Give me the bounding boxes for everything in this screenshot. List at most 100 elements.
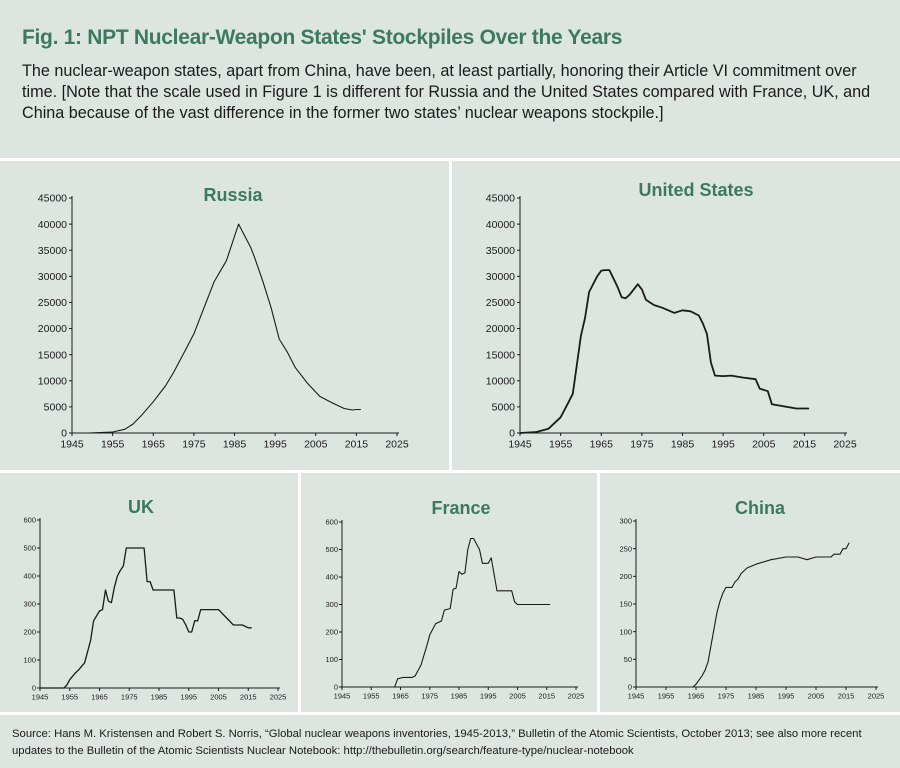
x-tick-label: 1965 (392, 692, 409, 701)
x-tick-label: 1965 (91, 693, 108, 702)
series-line (519, 269, 810, 434)
divider-middle (0, 470, 900, 473)
chart-france: France 0 100 200 300 400 500 600 1945 1955 1965 197… (301, 473, 597, 712)
x-tick-label: 2025 (868, 692, 885, 701)
series-line (39, 547, 252, 689)
x-tick-label: 1955 (658, 692, 675, 701)
y-tick-label: 500 (325, 545, 338, 554)
chart-china-svg: China 0 50 100 150 200 250 300 1945 1955 1965 1975 1… (619, 498, 885, 701)
y-tick-label: 400 (23, 572, 36, 581)
divider-vertical-bottom-right (597, 470, 600, 712)
y-tick-label: 600 (325, 518, 338, 527)
y-tick-label: 100 (23, 656, 36, 665)
x-tick-label: 1945 (32, 693, 49, 702)
chart-france-svg: France 0 100 200 300 400 500 600 1945 1955 1965 197… (325, 498, 584, 701)
chart-china: China 0 50 100 150 200 250 300 1945 1955 1965 1975 1… (600, 473, 900, 712)
chart-uk-svg: UK 0 100 200 300 400 500 600 1945 1955 1965 1975 198… (23, 497, 287, 702)
x-tick-label: 2025 (833, 439, 857, 451)
x-tick-label: 1955 (549, 439, 573, 451)
y-tick-label: 15000 (486, 349, 515, 361)
y-tick-label: 400 (325, 573, 338, 582)
y-tick-label: 300 (619, 517, 632, 526)
chart-title: United States (638, 180, 753, 200)
x-tick-label: 2015 (793, 439, 817, 451)
x-tick-label: 2025 (385, 439, 409, 451)
series-line (87, 223, 361, 434)
y-tick-label: 40000 (486, 219, 515, 231)
y-tick-label: 5000 (44, 402, 68, 414)
x-tick-label: 1995 (711, 439, 735, 451)
source-note: Source: Hans M. Kristensen and Robert S.… (12, 728, 862, 757)
chart-russia: Russia 0 5000 10000 15000 20000 25000 30000 3500… (0, 161, 449, 470)
figure-intro-text: The nuclear-weapon states, apart from Ch… (22, 62, 871, 122)
x-tick-label: 1985 (151, 693, 168, 702)
x-tick-label: 1995 (480, 692, 497, 701)
y-tick-label: 150 (619, 600, 632, 609)
chart-united-states-svg: United States 0 5000 10000 15000 20000 25000 30… (486, 180, 857, 451)
y-tick-label: 200 (23, 628, 36, 637)
y-tick-label: 300 (23, 600, 36, 609)
chart-title: China (735, 498, 786, 518)
chart-title: France (431, 498, 490, 518)
x-tick-label: 2015 (538, 692, 555, 701)
y-tick-label: 35000 (38, 245, 67, 257)
y-tick-label: 30000 (38, 271, 67, 283)
x-tick-label: 1995 (263, 439, 287, 451)
x-tick-label: 1995 (180, 693, 197, 702)
series-line (635, 542, 850, 688)
x-tick-label: 1975 (630, 439, 654, 451)
y-tick-label: 0 (32, 684, 36, 693)
chart-russia-svg: Russia 0 5000 10000 15000 20000 25000 30000 3500… (38, 185, 409, 451)
x-tick-label: 1955 (363, 692, 380, 701)
y-tick-label: 35000 (486, 245, 515, 257)
y-tick-label: 25000 (38, 297, 67, 309)
x-tick-label: 1955 (101, 439, 125, 451)
chart-uk: UK 0 100 200 300 400 500 600 1945 1955 1965 1975 198… (0, 473, 298, 712)
x-tick-label: 1975 (718, 692, 735, 701)
y-tick-label: 5000 (492, 402, 516, 414)
y-tick-label: 0 (334, 683, 338, 692)
y-tick-label: 15000 (38, 349, 67, 361)
y-tick-label: 10000 (486, 375, 515, 387)
y-tick-label: 300 (325, 600, 338, 609)
figure-title: Fig. 1: NPT Nuclear-Weapon States' Stock… (22, 26, 623, 49)
chart-title: UK (128, 497, 154, 517)
x-tick-label: 2005 (304, 439, 328, 451)
x-tick-label: 1945 (60, 439, 84, 451)
y-tick-label: 100 (325, 655, 338, 664)
y-tick-label: 10000 (38, 375, 67, 387)
y-tick-label: 0 (628, 683, 632, 692)
x-tick-label: 2025 (270, 693, 287, 702)
y-tick-label: 45000 (486, 193, 515, 205)
y-tick-label: 50 (624, 655, 632, 664)
y-tick-label: 25000 (486, 297, 515, 309)
divider-vertical-top (449, 158, 452, 470)
x-tick-label: 1955 (61, 693, 78, 702)
y-tick-label: 20000 (486, 323, 515, 335)
y-tick-label: 250 (619, 544, 632, 553)
x-tick-label: 1985 (223, 439, 247, 451)
x-tick-label: 2005 (210, 693, 227, 702)
y-tick-label: 0 (509, 428, 515, 440)
divider-vertical-bottom-left (298, 470, 301, 712)
y-tick-label: 200 (325, 628, 338, 637)
series-line (341, 537, 551, 688)
x-tick-label: 1965 (688, 692, 705, 701)
y-tick-label: 500 (23, 544, 36, 553)
x-tick-label: 2015 (345, 439, 369, 451)
x-tick-label: 1945 (334, 692, 351, 701)
x-tick-label: 2015 (240, 693, 257, 702)
x-tick-label: 2015 (838, 692, 855, 701)
y-tick-label: 30000 (486, 271, 515, 283)
x-tick-label: 1965 (590, 439, 614, 451)
chart-title: Russia (203, 185, 263, 205)
divider-bottom (0, 712, 900, 715)
y-tick-label: 600 (23, 516, 36, 525)
x-tick-label: 1975 (421, 692, 438, 701)
x-tick-label: 1945 (508, 439, 532, 451)
chart-united-states: United States 0 5000 10000 15000 20000 25000 30… (452, 161, 900, 470)
x-tick-label: 1985 (451, 692, 468, 701)
x-tick-label: 1985 (748, 692, 765, 701)
y-tick-label: 100 (619, 627, 632, 636)
y-tick-label: 0 (61, 428, 67, 440)
